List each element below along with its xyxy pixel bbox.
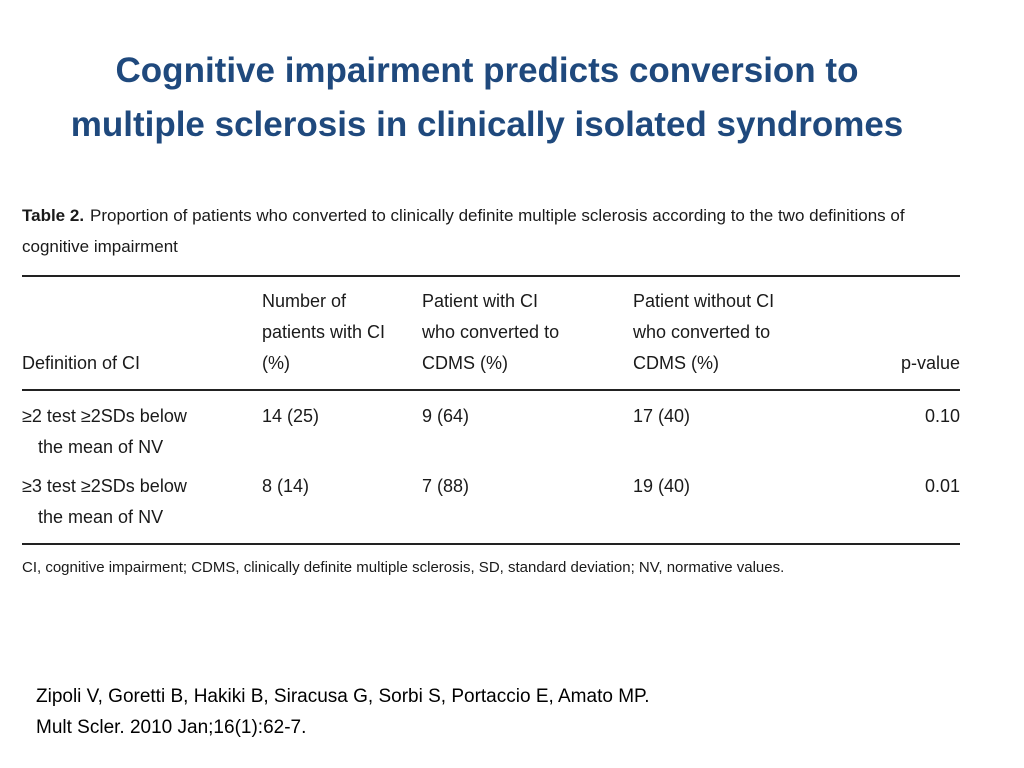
header-ci-converted-text: Patient with CI who converted to CDMS (%… [422,291,560,373]
slide-title-line-1: Cognitive impairment predicts conversion… [115,51,859,90]
cell-p-value: 0.01 [924,476,960,496]
table-label: Table 2. [22,206,85,225]
header-p-value: p-value [900,353,960,373]
cell-definition: ≥2 test ≥2SDs below the mean of NV [22,390,262,463]
cell-ci-converted: 7 (88) [422,476,470,496]
table-header-row: Definition of CI Number of patients with… [22,277,960,390]
header-no-ci-converted-text: Patient without CI who converted to CDMS… [633,291,775,373]
citation-journal: Mult Scler. 2010 Jan;16(1):62-7. [36,717,307,738]
table-top-rule [22,275,960,277]
table-caption: Table 2. Proportion of patients who conve… [22,200,960,262]
slide-title: Cognitive impairment predicts conversion… [0,44,974,152]
cell-definition: ≥3 test ≥2SDs below the mean of NV [22,463,262,544]
table-footnote: CI, cognitive impairment; CDMS, clinical… [22,559,785,576]
table-caption-text: Proportion of patients who converted to … [22,206,905,256]
cell-number-of-patients: 8 (14) [262,476,310,496]
table-figure: Table 2. Proportion of patients who conve… [22,200,960,576]
citation-authors: Zipoli V, Goretti B, Hakiki B, Siracusa … [36,686,650,707]
header-definition: Definition of CI [22,353,141,373]
header-number-of-patients-text: Number of patients with CI (%) [262,291,386,373]
definition-line-2: the mean of NV [38,507,164,527]
definition-line-2: the mean of NV [38,437,164,457]
header-number-of-patients: Number of patients with CI (%) [262,277,422,390]
data-table: Definition of CI Number of patients with… [22,277,960,545]
cell-no-ci-converted: 19 (40) [633,476,691,496]
slide-title-line-2: multiple sclerosis in clinically isolate… [70,105,904,144]
citation: Zipoli V, Goretti B, Hakiki B, Siracusa … [36,681,650,743]
definition-line-1: ≥3 test ≥2SDs below [22,476,187,496]
cell-ci-converted: 9 (64) [422,406,470,426]
header-no-ci-converted: Patient without CI who converted to CDMS… [633,277,846,390]
table-row: ≥3 test ≥2SDs below the mean of NV 8 (14… [22,463,960,544]
definition-line-1: ≥2 test ≥2SDs below [22,406,187,426]
header-ci-converted: Patient with CI who converted to CDMS (%… [422,277,633,390]
cell-number-of-patients: 14 (25) [262,406,320,426]
table-row: ≥2 test ≥2SDs below the mean of NV 14 (2… [22,390,960,463]
cell-p-value: 0.10 [924,406,960,426]
cell-no-ci-converted: 17 (40) [633,406,691,426]
